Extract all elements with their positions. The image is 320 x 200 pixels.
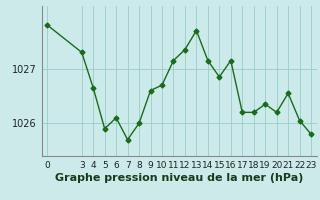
- X-axis label: Graphe pression niveau de la mer (hPa): Graphe pression niveau de la mer (hPa): [55, 173, 303, 183]
